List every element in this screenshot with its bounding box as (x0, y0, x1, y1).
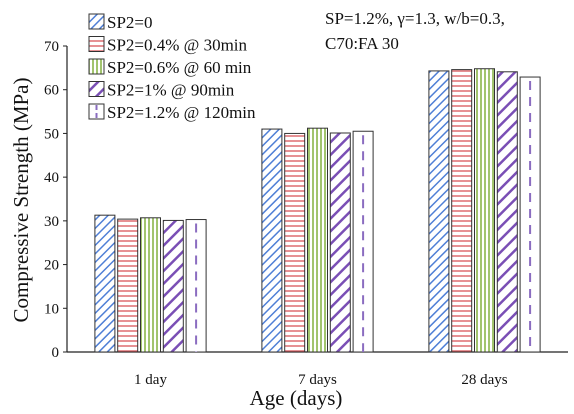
y-tick-label: 10 (44, 301, 59, 317)
legend-item: SP2=1.2% @ 120min (88, 103, 256, 122)
bar (352, 130, 374, 353)
x-category-label: 7 days (298, 372, 337, 388)
legend-item: SP2=1% @ 90min (88, 81, 235, 100)
annotation-line-1: SP=1.2%, γ=1.3, w/b=0.3, (325, 9, 505, 28)
y-tick-label: 0 (52, 345, 60, 361)
bar (94, 214, 116, 353)
legend-swatch (88, 58, 105, 75)
legend-swatch (88, 81, 105, 97)
legend-label: SP2=0.4% @ 30min (107, 36, 248, 55)
legend-swatch (88, 103, 105, 120)
bar (140, 217, 161, 353)
bars (94, 68, 541, 353)
bar (185, 219, 207, 353)
legend-swatch (88, 13, 105, 30)
legend-label: SP2=1% @ 90min (107, 81, 235, 100)
bar (329, 132, 351, 353)
x-axis-title: Age (days) (250, 386, 343, 410)
y-tick-label: 40 (44, 170, 59, 186)
bar (474, 68, 495, 353)
legend: SP2=0 SP2=0.4% @ 30min SP2=0.6% @ 60 min SP… (88, 13, 256, 122)
legend-label: SP2=0 (107, 13, 153, 32)
legend-label: SP2=0.6% @ 60 min (107, 58, 252, 77)
y-ticks: 0 10 20 30 40 50 60 70 (44, 39, 67, 361)
bar (162, 219, 184, 353)
y-tick-label: 50 (44, 126, 59, 142)
bar (496, 71, 518, 353)
bar (451, 69, 473, 353)
legend-item: SP2=0.6% @ 60 min (88, 58, 252, 77)
legend-swatch (88, 36, 105, 52)
annotation-line-2: C70:FA 30 (325, 34, 399, 53)
x-category-label: 28 days (461, 372, 507, 388)
y-tick-label: 30 (44, 214, 59, 230)
bar (428, 70, 450, 353)
bar (117, 218, 139, 353)
bar (284, 132, 306, 353)
y-axis-title: Compressive Strength (MPa) (9, 78, 33, 323)
y-tick-label: 60 (44, 83, 59, 99)
x-categories: 1 day 7 days 28 days (134, 372, 508, 388)
y-tick-label: 70 (44, 39, 59, 55)
legend-item: SP2=0 (88, 13, 153, 32)
legend-item: SP2=0.4% @ 30min (88, 36, 248, 55)
legend-label: SP2=1.2% @ 120min (107, 103, 256, 122)
y-tick-label: 20 (44, 258, 59, 274)
bar (307, 127, 328, 353)
bar (261, 128, 283, 353)
x-category-label: 1 day (134, 372, 167, 388)
bar (519, 76, 541, 353)
